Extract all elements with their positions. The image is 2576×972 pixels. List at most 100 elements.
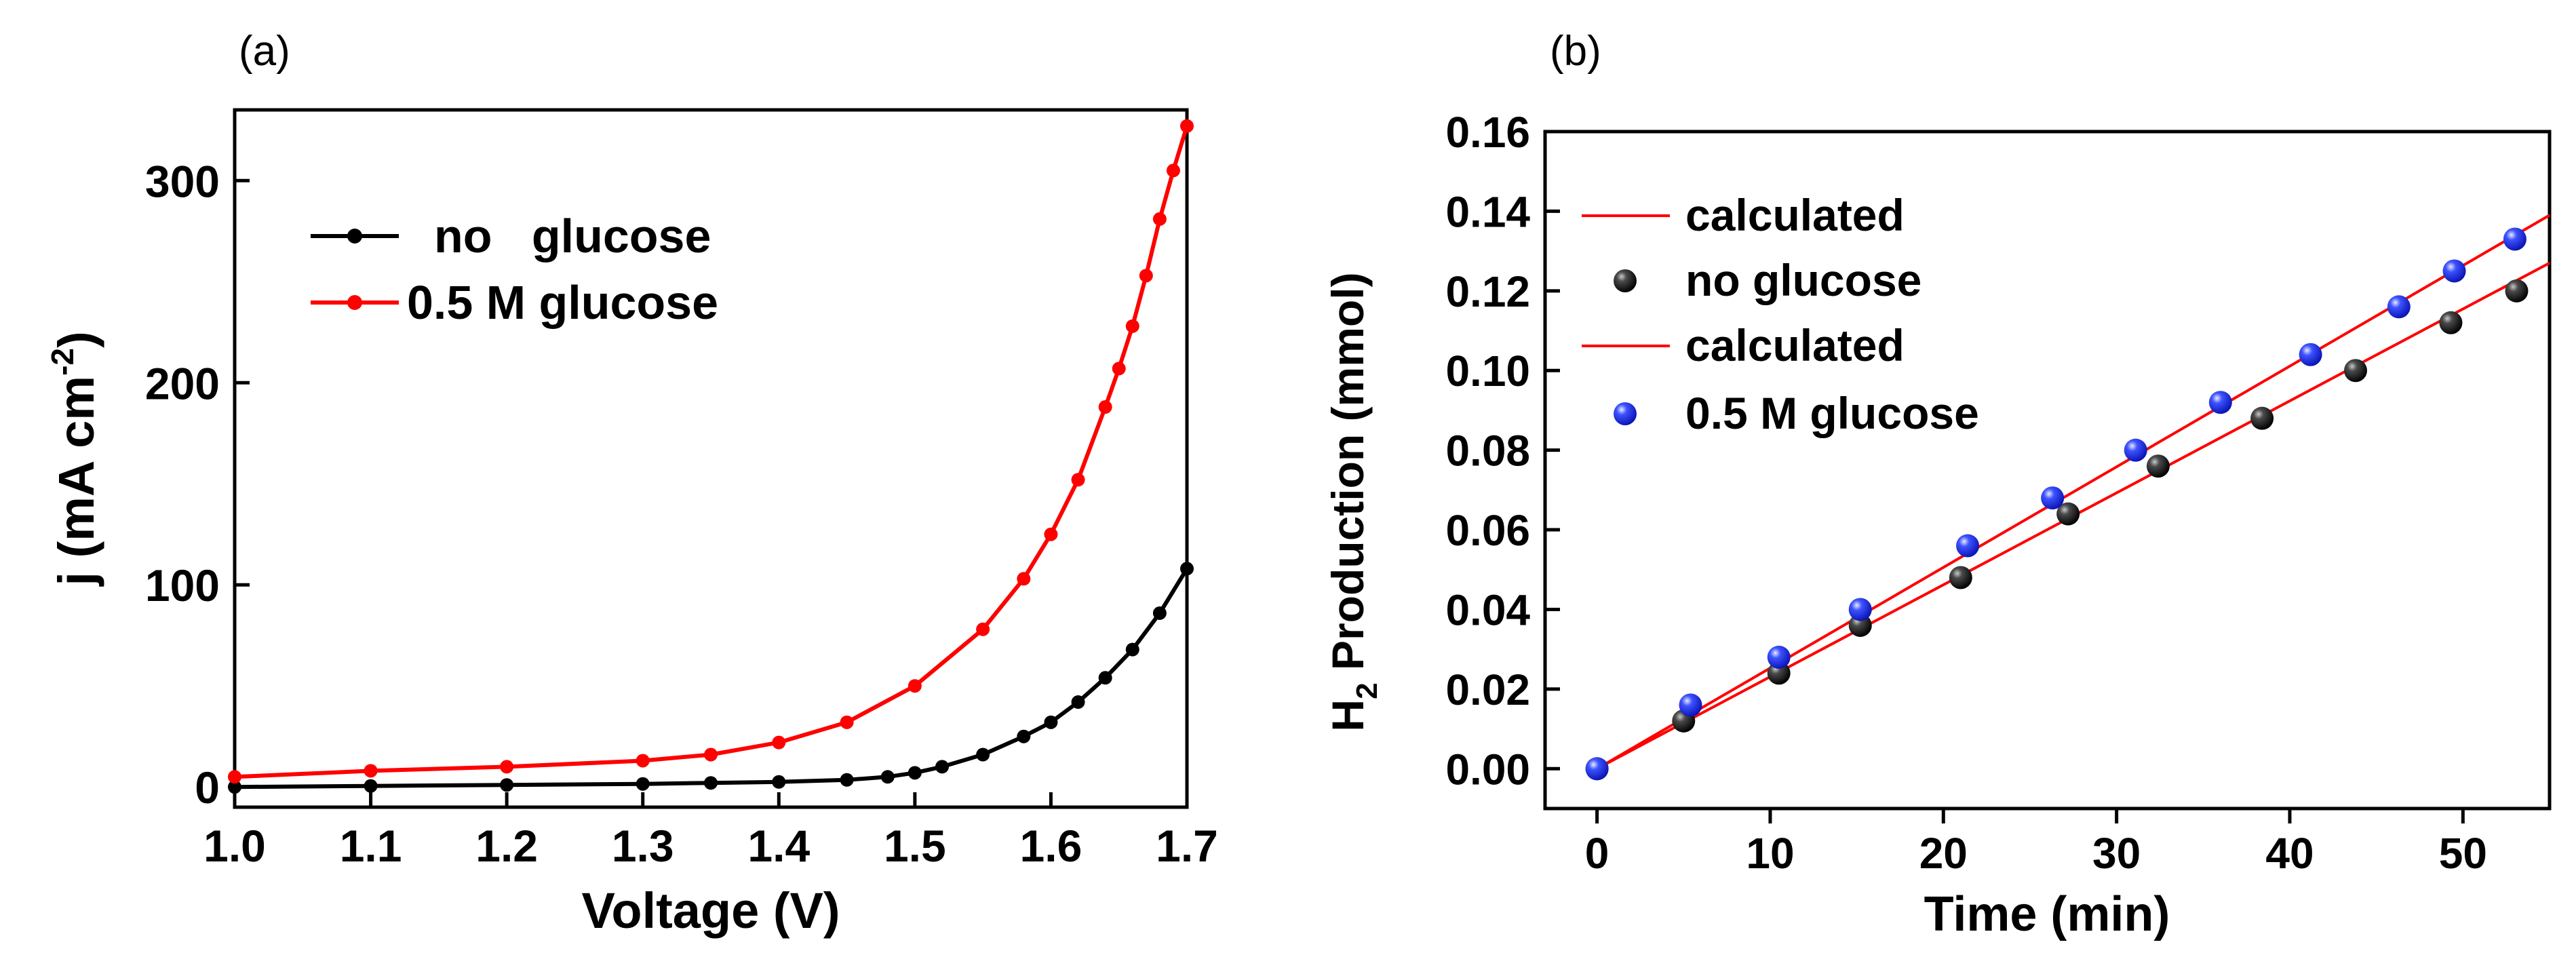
data-point-no-glucose [364, 779, 378, 793]
panel-a-label: (a) [239, 28, 290, 75]
data-point-no-glucose [1098, 671, 1112, 685]
panel-b-chart: (b) 0.00 0.02 0.04 0.06 0.08 0.10 0.12 0.14 0.16… [1323, 28, 2552, 941]
panel-a-series [228, 119, 1194, 794]
data-point-no-glucose [1044, 715, 1058, 729]
data-point-no-glucose [2439, 311, 2463, 334]
data-point-0-5-m-glucose [1044, 527, 1058, 541]
data-point-0-5-m-glucose [2442, 259, 2466, 283]
data-point-0-5-m-glucose [1166, 163, 1180, 178]
data-point-0-5-m-glucose [704, 747, 718, 762]
data-point-0-5-m-glucose [1848, 598, 1872, 621]
data-point-no-glucose [1848, 613, 1872, 637]
panel-b-y-tick-label: 0.00 [1445, 745, 1530, 794]
data-point-0-5-m-glucose [2387, 295, 2411, 319]
panel-a-x-axis-title: Voltage (V) [582, 882, 840, 939]
data-point-no-glucose [2146, 454, 2170, 478]
panel-a-y-tick-label: 100 [145, 560, 220, 610]
panel-a-y-axis-title-main: j (mA cm [48, 376, 104, 587]
data-point-no-glucose [636, 777, 650, 791]
legend-marker-no-glucose [347, 229, 362, 244]
data-point-0-5-m-glucose [636, 754, 650, 768]
panel-a-y-axis-title-sup: -2 [45, 348, 80, 376]
legend-label-0-5m-glucose: 0.5 M glucose [407, 276, 718, 329]
panel-b-y-tick-label: 0.14 [1445, 187, 1530, 236]
data-point-no-glucose [2505, 279, 2529, 303]
panel-b-x-tick-label: 40 [2265, 829, 2314, 878]
data-point-0-5-m-glucose [1112, 362, 1126, 376]
panel-a-plot-frame [233, 108, 1189, 809]
data-point-no-glucose [1125, 642, 1139, 657]
data-point-0-5-m-glucose [1956, 534, 1980, 558]
panel-b-legend: calculated no glucose calculated 0.5 M g… [1582, 190, 1979, 438]
legend-label-0-5m-glucose-b: 0.5 M glucose [1685, 388, 1979, 438]
panel-b-x-ticks: 0 10 20 30 40 50 [1585, 809, 2487, 878]
panel-b-y-ticks: 0.00 0.02 0.04 0.06 0.08 0.10 0.12 0.14 0.16 [1445, 108, 1560, 794]
panel-a-x-tick-label: 1.2 [475, 821, 538, 871]
panel-a-x-tick-label: 1.1 [340, 821, 402, 871]
legend-label-calculated-2: calculated [1685, 320, 1905, 370]
data-point-no-glucose [840, 773, 854, 787]
data-point-no-glucose [908, 766, 922, 780]
data-point-no-glucose [2056, 502, 2080, 526]
panel-b-y-axis-title-main: H [1323, 699, 1373, 732]
data-point-no-glucose [500, 778, 514, 792]
panel-b-y-axis-title: H2 Production (mmol) [1323, 272, 1384, 731]
panel-b-label: (b) [1550, 28, 1601, 75]
data-point-no-glucose [935, 760, 949, 774]
panel-a-y-axis-title: j (mA cm-2) [45, 331, 104, 587]
data-point-no-glucose [976, 747, 990, 762]
panel-a-x-tick-label: 1.0 [203, 821, 266, 871]
data-point-no-glucose [2344, 359, 2368, 383]
panel-b-y-tick-label: 0.10 [1445, 347, 1530, 395]
legend-label-no-glucose: no glucose [434, 210, 711, 263]
data-point-0-5-m-glucose [228, 770, 241, 784]
data-point-0-5-m-glucose [2299, 343, 2322, 366]
data-point-no-glucose [1017, 729, 1031, 743]
legend-marker-0-5m-glucose-b [1614, 402, 1637, 425]
panel-b-x-axis-title: Time (min) [1924, 887, 2170, 941]
panel-b-y-tick-label: 0.08 [1445, 427, 1530, 475]
data-point-no-glucose [704, 776, 718, 790]
data-point-0-5-m-glucose [364, 764, 378, 778]
data-point-0-5-m-glucose [908, 679, 922, 693]
data-point-no-glucose [1071, 695, 1085, 709]
panel-a-x-tick-label: 1.4 [747, 821, 810, 871]
panel-b-y-tick-label: 0.02 [1445, 665, 1530, 714]
panel-b-points [1585, 227, 2529, 781]
panel-a-x-tick-label: 1.3 [612, 821, 674, 871]
data-point-0-5-m-glucose [840, 715, 854, 729]
data-point-0-5-m-glucose [1139, 269, 1153, 283]
data-point-0-5-m-glucose [2208, 391, 2232, 414]
data-point-0-5-m-glucose [1125, 319, 1139, 333]
legend-marker-0-5m-glucose [347, 295, 362, 310]
panel-b-x-tick-label: 50 [2439, 829, 2487, 878]
data-point-no-glucose [2250, 406, 2274, 430]
legend-label-calculated-1: calculated [1685, 190, 1905, 240]
panel-a-y-tick-label: 0 [195, 762, 220, 813]
panel-b-y-tick-label: 0.16 [1445, 108, 1530, 157]
data-point-0-5-m-glucose [1071, 473, 1085, 487]
panel-b-y-tick-label: 0.04 [1445, 585, 1530, 634]
panel-b-y-axis-title-rest: Production (mmol) [1323, 272, 1373, 682]
panel-b-x-tick-label: 0 [1585, 829, 1609, 878]
panel-a-x-tick-label: 1.7 [1156, 821, 1218, 871]
panel-b-plot-frame [1543, 130, 2552, 811]
panel-a-legend: no glucose 0.5 M glucose [311, 210, 718, 329]
panel-a-y-tick-label: 300 [145, 156, 220, 206]
data-point-0-5-m-glucose [1679, 693, 1702, 717]
data-point-0-5-m-glucose [2503, 227, 2526, 251]
data-point-no-glucose [1767, 661, 1791, 685]
panel-a-y-ticks: 0 100 200 300 [145, 156, 250, 813]
data-point-0-5-m-glucose [1017, 572, 1031, 586]
data-point-no-glucose [880, 770, 895, 784]
panel-b-y-tick-label: 0.06 [1445, 506, 1530, 555]
panel-b-x-tick-label: 20 [1919, 829, 1968, 878]
panel-a-x-tick-label: 1.6 [1020, 821, 1082, 871]
panel-b-y-axis-title-sub: 2 [1350, 682, 1384, 699]
data-point-0-5-m-glucose [1152, 212, 1167, 226]
panel-a-x-tick-label: 1.5 [884, 821, 946, 871]
data-point-0-5-m-glucose [500, 760, 514, 774]
data-point-0-5-m-glucose [772, 735, 786, 750]
